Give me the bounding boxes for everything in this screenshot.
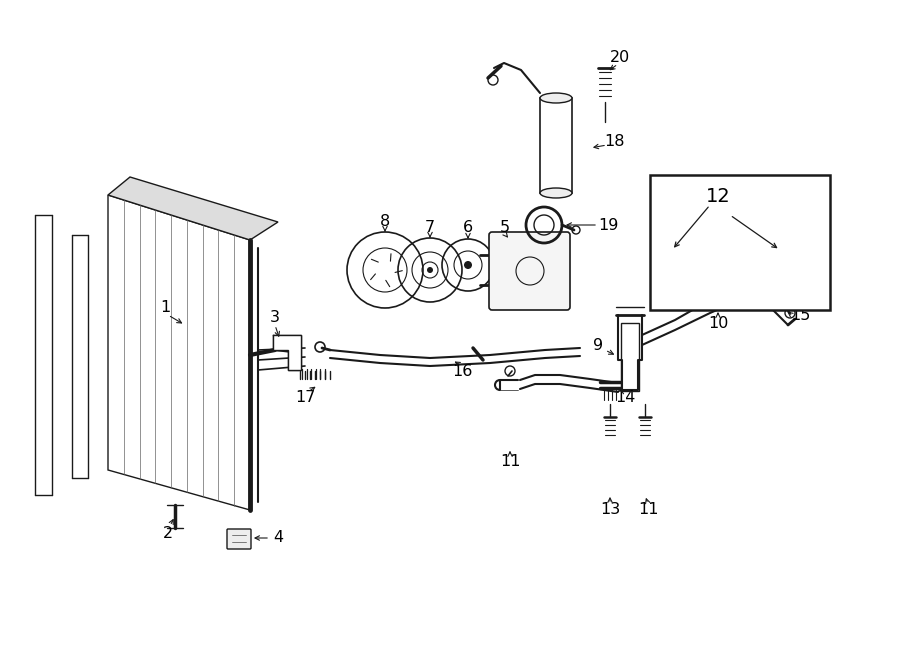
Text: 5: 5 (500, 221, 510, 235)
Text: 3: 3 (270, 311, 280, 325)
Text: 12: 12 (706, 188, 731, 206)
Polygon shape (108, 177, 278, 240)
Text: 20: 20 (610, 50, 630, 65)
Polygon shape (273, 335, 301, 370)
Text: 6: 6 (463, 221, 473, 235)
Text: 16: 16 (452, 364, 472, 379)
Text: 18: 18 (605, 134, 626, 149)
Text: 19: 19 (598, 217, 618, 233)
Text: 11: 11 (638, 502, 658, 518)
FancyBboxPatch shape (227, 529, 251, 549)
Text: 17: 17 (295, 391, 315, 405)
Text: 8: 8 (380, 215, 390, 229)
Ellipse shape (540, 188, 572, 198)
Text: 13: 13 (600, 502, 620, 518)
Circle shape (464, 261, 472, 269)
Text: 14: 14 (615, 391, 635, 405)
FancyBboxPatch shape (489, 232, 570, 310)
Ellipse shape (540, 93, 572, 103)
Circle shape (427, 267, 433, 273)
Text: 9: 9 (593, 338, 603, 354)
Polygon shape (108, 195, 250, 510)
Text: 10: 10 (707, 315, 728, 330)
Text: 15: 15 (790, 309, 810, 323)
Text: 7: 7 (425, 221, 435, 235)
Text: 1: 1 (160, 301, 170, 315)
Text: 4: 4 (273, 531, 284, 545)
Bar (650, 175, 830, 310)
Bar (540, 98, 572, 193)
Bar (621, 323, 639, 391)
Text: 11: 11 (500, 455, 520, 469)
Text: 2: 2 (163, 525, 173, 541)
